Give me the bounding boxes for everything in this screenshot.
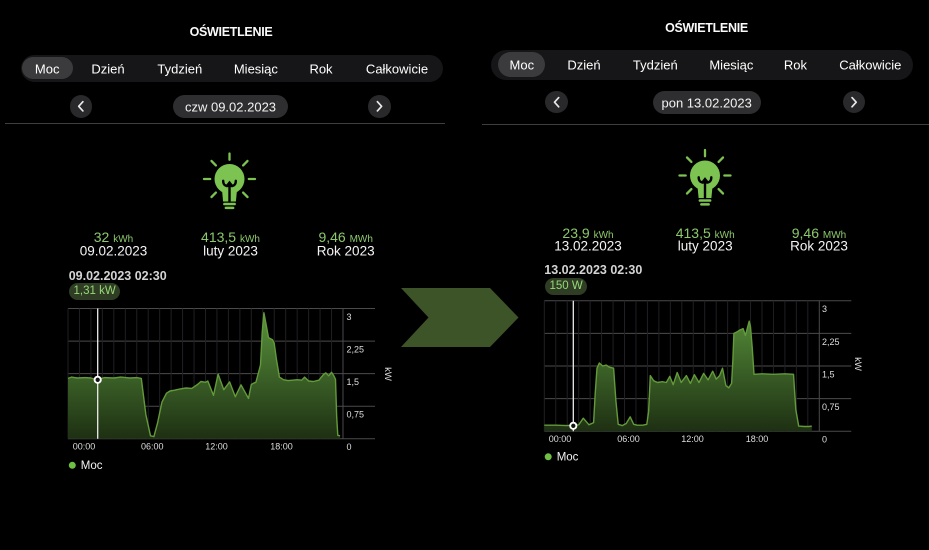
svg-text:2,25: 2,25 <box>822 337 840 347</box>
svg-text:0: 0 <box>347 442 352 452</box>
svg-text:06:00: 06:00 <box>141 441 164 451</box>
svg-text:kW: kW <box>382 367 393 381</box>
svg-text:3: 3 <box>822 304 827 314</box>
svg-text:0,75: 0,75 <box>822 402 840 412</box>
svg-text:00:00: 00:00 <box>549 434 572 444</box>
svg-text:2,25: 2,25 <box>347 344 365 354</box>
svg-text:Moc: Moc <box>81 460 103 472</box>
svg-text:1,5: 1,5 <box>822 369 835 379</box>
svg-text:Moc: Moc <box>557 451 579 463</box>
svg-text:12:00: 12:00 <box>681 434 704 444</box>
svg-text:0,75: 0,75 <box>347 410 365 420</box>
svg-text:12:00: 12:00 <box>205 441 228 451</box>
svg-text:1,5: 1,5 <box>347 377 360 387</box>
svg-text:3: 3 <box>347 312 352 322</box>
svg-text:18:00: 18:00 <box>270 441 293 451</box>
svg-text:06:00: 06:00 <box>617 434 640 444</box>
svg-text:kW: kW <box>852 357 863 371</box>
svg-text:00:00: 00:00 <box>73 441 96 451</box>
svg-text:18:00: 18:00 <box>746 434 769 444</box>
svg-text:0: 0 <box>822 435 827 445</box>
